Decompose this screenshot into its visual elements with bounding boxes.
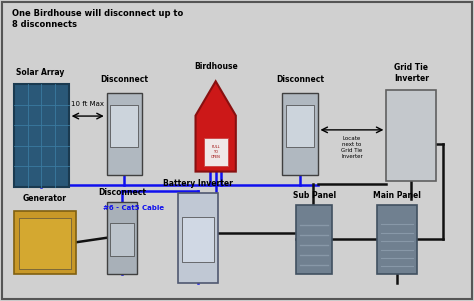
Text: PULL
TO
OPEN: PULL TO OPEN: [211, 145, 220, 159]
FancyBboxPatch shape: [14, 84, 69, 187]
FancyBboxPatch shape: [107, 202, 137, 274]
FancyBboxPatch shape: [14, 211, 76, 274]
FancyBboxPatch shape: [110, 223, 134, 256]
FancyBboxPatch shape: [204, 138, 228, 166]
Text: Sub Panel: Sub Panel: [293, 191, 336, 200]
Text: Battery Inverter: Battery Inverter: [163, 179, 233, 188]
FancyBboxPatch shape: [286, 105, 314, 147]
FancyBboxPatch shape: [178, 193, 218, 283]
Polygon shape: [195, 81, 236, 172]
FancyBboxPatch shape: [282, 93, 318, 175]
Text: Disconnect: Disconnect: [276, 75, 324, 84]
Text: Generator: Generator: [23, 194, 67, 203]
Text: Birdhouse: Birdhouse: [194, 62, 237, 71]
Text: Disconnect: Disconnect: [98, 188, 146, 197]
Text: Solar Array: Solar Array: [16, 68, 64, 77]
FancyBboxPatch shape: [110, 105, 138, 147]
FancyBboxPatch shape: [107, 93, 142, 175]
Text: Locate
next to
Grid Tie
Inverter: Locate next to Grid Tie Inverter: [341, 136, 363, 159]
Text: Main Panel: Main Panel: [373, 191, 421, 200]
Text: Grid Tie
Inverter: Grid Tie Inverter: [394, 63, 429, 83]
Text: One Birdhouse will disconnect up to
8 disconnects: One Birdhouse will disconnect up to 8 di…: [12, 9, 183, 29]
FancyBboxPatch shape: [182, 217, 214, 262]
FancyBboxPatch shape: [296, 205, 332, 274]
Text: Disconnect: Disconnect: [100, 75, 149, 84]
Text: #6 - Cat5 Cable: #6 - Cat5 Cable: [103, 205, 164, 211]
FancyBboxPatch shape: [19, 218, 71, 269]
Text: 10 ft Max: 10 ft Max: [71, 101, 104, 107]
FancyBboxPatch shape: [386, 90, 436, 181]
FancyBboxPatch shape: [377, 205, 417, 274]
